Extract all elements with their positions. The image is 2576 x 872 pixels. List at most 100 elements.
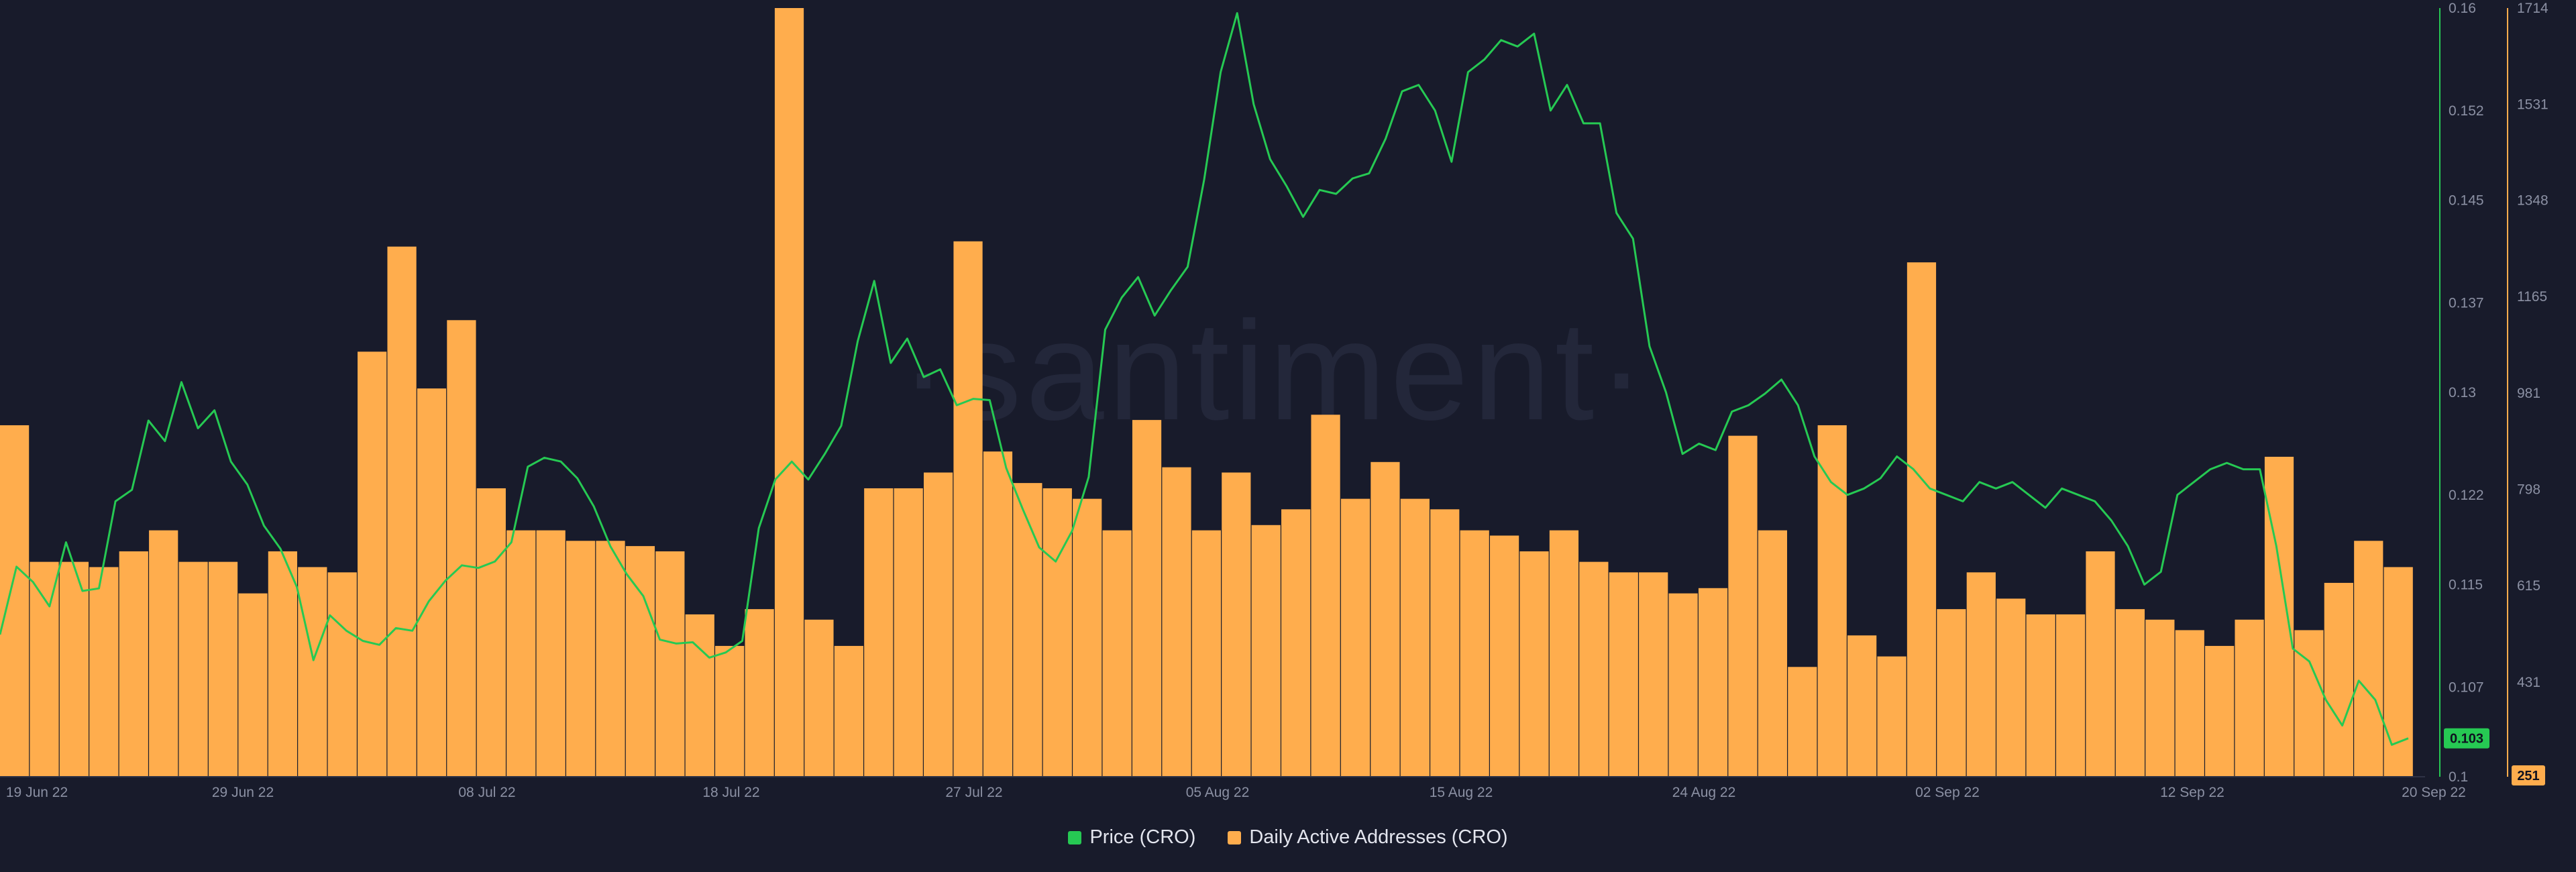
daa-bar bbox=[1281, 509, 1311, 777]
daa-bar bbox=[1251, 525, 1281, 777]
daa-bar bbox=[298, 567, 327, 777]
x-tick-label: 05 Aug 22 bbox=[1186, 785, 1250, 800]
daa-axis-ticks: 1714 1531 1348 1165 981 798 615 431 bbox=[2517, 1, 2548, 690]
daa-bar bbox=[1073, 498, 1102, 777]
daa-bar bbox=[2086, 551, 2115, 777]
daa-bar bbox=[1788, 667, 1817, 777]
daa-bar bbox=[655, 551, 685, 777]
daa-bar bbox=[625, 546, 655, 777]
daa-bar bbox=[2175, 630, 2204, 777]
daa-bar bbox=[417, 388, 447, 777]
daa-tick-label: 1531 bbox=[2517, 97, 2548, 112]
daa-tick-label: 615 bbox=[2517, 578, 2540, 594]
daa-bar bbox=[2383, 567, 2413, 777]
daa-bar bbox=[358, 351, 387, 777]
daa-bar bbox=[119, 551, 148, 777]
bar-series-daily-active-addresses bbox=[0, 8, 2413, 777]
daa-bar bbox=[536, 530, 566, 777]
daa-bar bbox=[89, 567, 119, 777]
daa-bar bbox=[208, 561, 238, 777]
price-tick-label: 0.152 bbox=[2449, 103, 2484, 119]
x-tick-label: 15 Aug 22 bbox=[1430, 785, 1493, 800]
legend-item-price[interactable]: Price (CRO) bbox=[1068, 826, 1195, 849]
price-tick-label: 0.13 bbox=[2449, 385, 2476, 400]
x-tick-label: 18 Jul 22 bbox=[702, 785, 759, 800]
daa-bar bbox=[1996, 598, 2026, 777]
daa-tick-label: 1714 bbox=[2517, 1, 2548, 16]
daa-bar bbox=[1698, 588, 1728, 777]
daa-bar bbox=[1639, 572, 1668, 777]
daa-bar bbox=[596, 541, 625, 777]
daa-tick-label: 981 bbox=[2517, 386, 2540, 401]
daa-bar bbox=[2354, 541, 2383, 777]
legend-swatch-daily-active-addresses bbox=[1228, 830, 1242, 844]
price-tick-label: 0.16 bbox=[2449, 1, 2476, 16]
daa-bar bbox=[1430, 509, 1460, 777]
daa-bar bbox=[1311, 415, 1340, 777]
daa-tick-label: 1348 bbox=[2517, 193, 2548, 209]
daa-bar bbox=[1519, 551, 1549, 777]
daa-bar bbox=[1877, 656, 1907, 777]
daa-bar bbox=[1549, 530, 1579, 777]
daa-bar bbox=[804, 619, 834, 777]
daa-bar bbox=[447, 320, 476, 777]
daa-bar bbox=[1817, 425, 1847, 777]
daa-bar bbox=[238, 593, 268, 777]
daa-bar bbox=[476, 488, 506, 777]
daa-tick-label: 431 bbox=[2517, 675, 2540, 690]
daa-current-badge: 251 bbox=[2512, 765, 2545, 785]
daa-bar bbox=[745, 609, 774, 777]
daa-bar bbox=[1162, 467, 1191, 777]
daa-bar bbox=[1460, 530, 1489, 777]
daa-bar bbox=[2205, 645, 2235, 777]
daa-bar bbox=[178, 561, 208, 777]
daa-bar bbox=[1966, 572, 1996, 777]
daa-bar bbox=[924, 472, 953, 777]
daa-bar bbox=[1668, 593, 1698, 777]
daa-tick-label: 1165 bbox=[2517, 289, 2547, 305]
daa-bar bbox=[834, 645, 863, 777]
price-current-badge: 0.103 bbox=[2444, 728, 2489, 749]
daa-tick-label: 798 bbox=[2517, 482, 2540, 498]
x-tick-label: 24 Aug 22 bbox=[1672, 785, 1736, 800]
daa-bar bbox=[685, 614, 714, 777]
daa-bar bbox=[0, 425, 30, 777]
daa-bar bbox=[2324, 582, 2353, 777]
daa-bar bbox=[1489, 535, 1519, 777]
price-tick-label: 0.107 bbox=[2449, 679, 2484, 695]
daa-current-value: 251 bbox=[2517, 769, 2539, 783]
daa-bar bbox=[1042, 488, 1072, 777]
daa-bar bbox=[387, 246, 417, 777]
watermark-text: ·santiment· bbox=[900, 292, 1649, 449]
daa-bar bbox=[59, 561, 89, 777]
x-tick-label: 08 Jul 22 bbox=[458, 785, 515, 800]
daa-bar bbox=[1728, 435, 1758, 777]
daa-bar bbox=[2115, 609, 2145, 777]
daa-bar bbox=[864, 488, 894, 777]
legend-item-daily-active-addresses[interactable]: Daily Active Addresses (CRO) bbox=[1228, 826, 1508, 849]
price-tick-label: 0.137 bbox=[2449, 295, 2484, 311]
legend-label-daily-active-addresses: Daily Active Addresses (CRO) bbox=[1249, 826, 1508, 848]
daa-bar bbox=[2145, 619, 2175, 777]
daa-bar bbox=[1222, 472, 1251, 777]
price-line bbox=[0, 12, 2409, 746]
daa-bar bbox=[506, 530, 536, 777]
daa-bar bbox=[1371, 461, 1400, 777]
daa-bar bbox=[1102, 530, 1132, 777]
daa-bar bbox=[268, 551, 297, 777]
daa-bar bbox=[1907, 262, 1937, 777]
chart-legend: Price (CRO) Daily Active Addresses (CRO) bbox=[0, 826, 2576, 849]
daa-bar bbox=[1013, 483, 1042, 777]
price-current-value: 0.103 bbox=[2450, 732, 2483, 747]
x-tick-label: 29 Jun 22 bbox=[212, 785, 274, 800]
price-axis-ticks: 0.16 0.152 0.145 0.137 0.13 0.122 0.115 0.107 0.… bbox=[2449, 1, 2484, 785]
daa-bar bbox=[1609, 572, 1638, 777]
legend-label-price: Price (CRO) bbox=[1089, 826, 1196, 848]
daa-bar bbox=[2026, 614, 2055, 777]
daa-bar bbox=[327, 572, 357, 777]
x-axis-ticks: 19 Jun 22 29 Jun 22 08 Jul 22 18 Jul 22 27 J… bbox=[6, 785, 2466, 800]
daa-bar bbox=[983, 451, 1013, 777]
daa-bar bbox=[1340, 498, 1371, 777]
daa-bar bbox=[1937, 609, 1966, 777]
